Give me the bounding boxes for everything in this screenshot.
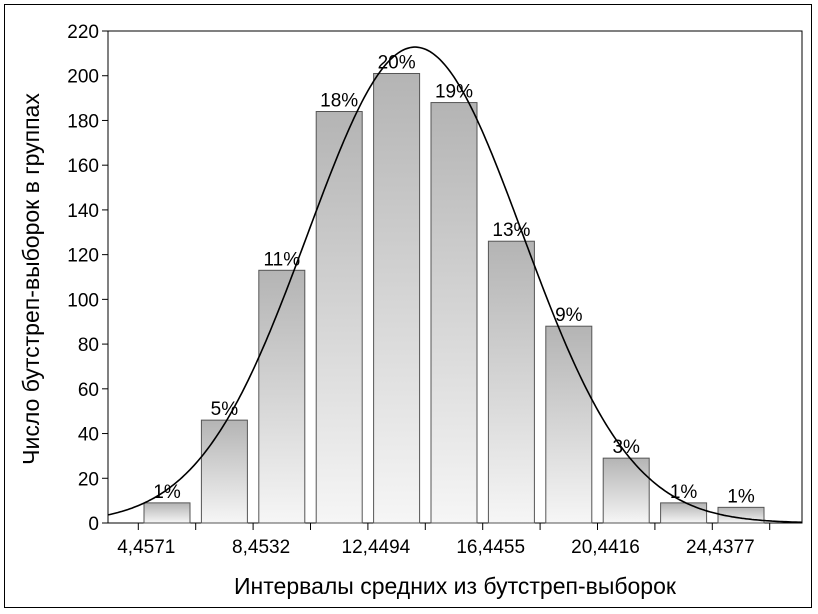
histogram-bar xyxy=(545,325,593,524)
bar-percent-label: 1% xyxy=(727,486,755,507)
y-tick-label: 60 xyxy=(78,380,99,401)
y-tick-label: 100 xyxy=(67,290,99,311)
y-tick-label: 140 xyxy=(67,201,99,222)
y-tick-label: 20 xyxy=(78,469,99,490)
y-tick-label: 80 xyxy=(78,335,99,356)
y-tick-label: 160 xyxy=(67,156,99,177)
x-tick-label: 4,4571 xyxy=(117,537,175,558)
x-tick-label: 16,4455 xyxy=(456,537,525,558)
y-tick-label: 200 xyxy=(67,67,99,88)
bar-percent-label: 1% xyxy=(670,482,698,503)
histogram-bar xyxy=(373,72,421,524)
histogram-bar xyxy=(660,502,708,524)
histogram-bar xyxy=(143,502,191,524)
x-tick-label: 20,4416 xyxy=(571,537,640,558)
bar-percent-label: 9% xyxy=(555,305,583,326)
histogram-bar xyxy=(258,269,306,524)
y-tick-label: 0 xyxy=(88,514,99,535)
histogram-chart: 1% 5% 11% 18% 20% 19% 13% 9% 3% 1% 1% 0 20 40 60 80 100… xyxy=(18,22,803,599)
y-tick-label: 40 xyxy=(78,425,99,446)
histogram-bar xyxy=(200,419,248,524)
normal-fit-curve xyxy=(107,46,803,524)
x-tick-label: 24,4377 xyxy=(686,537,755,558)
bar-percent-label: 5% xyxy=(211,399,239,420)
x-tick-label: 8,4532 xyxy=(232,537,290,558)
bar-percent-label: 19% xyxy=(435,82,473,103)
bar-percent-label: 13% xyxy=(492,220,530,241)
y-tick-label: 220 xyxy=(67,22,99,43)
histogram-bar xyxy=(602,457,650,524)
x-tick-label: 12,4494 xyxy=(342,537,411,558)
bar-percent-label: 3% xyxy=(612,437,640,458)
bar-percent-label: 11% xyxy=(263,249,300,270)
histogram-bar xyxy=(315,111,363,524)
histogram-bar xyxy=(430,102,478,524)
y-tick-label: 120 xyxy=(67,246,99,267)
bar-percent-label: 18% xyxy=(320,91,358,112)
y-axis-title: Число бутстреп-выборок в группах xyxy=(18,93,44,465)
chart-frame: 1% 5% 11% 18% 20% 19% 13% 9% 3% 1% 1% 0 20 40 60 80 100… xyxy=(4,4,812,608)
x-axis-title: Интервалы средних из бутстреп-выборок xyxy=(234,573,677,599)
y-tick-label: 180 xyxy=(67,111,99,132)
histogram-bar xyxy=(487,240,535,524)
bar-percent-label: 20% xyxy=(378,52,416,73)
bar-percent-label: 1% xyxy=(153,482,181,503)
